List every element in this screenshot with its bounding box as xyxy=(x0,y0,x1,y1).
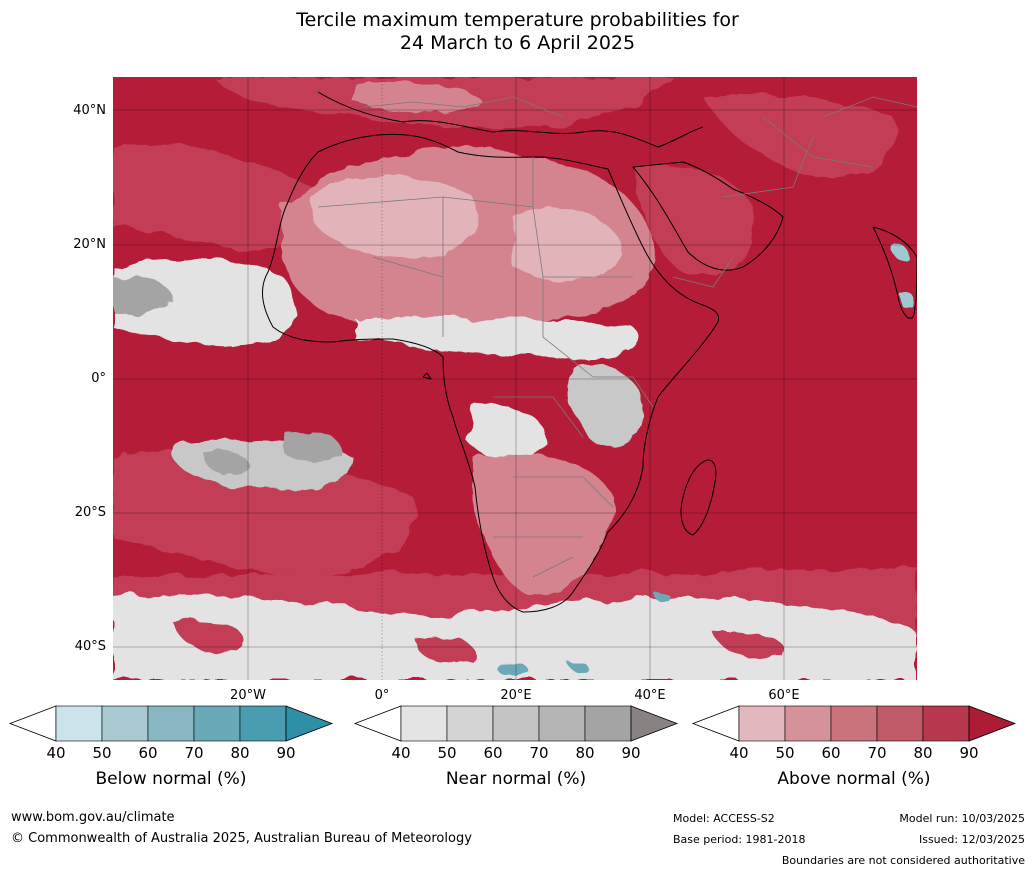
arabia-region xyxy=(633,163,755,277)
colorbar-swatch xyxy=(784,705,832,742)
lon-label-20w: 20°W xyxy=(230,688,266,703)
colorbar-extend-high xyxy=(630,705,679,742)
footer-base-period: Base period: 1981-2018 xyxy=(673,833,806,846)
footer-model-run: Model run: 10/03/2025 xyxy=(899,812,1025,825)
colorbar-extend-low xyxy=(8,705,57,742)
colorbar-label: Near normal (%) xyxy=(445,769,587,789)
colorbar-tick: 50 xyxy=(775,744,795,762)
colorbar-swatch xyxy=(400,705,448,742)
colorbar-tick: 60 xyxy=(483,744,503,762)
near-normal-band-sahel xyxy=(353,317,640,360)
colorbar-swatch xyxy=(876,705,924,742)
near-normal-east-africa xyxy=(568,364,643,448)
near-normal-dark-south-atlantic xyxy=(203,450,249,476)
colorbar-tick: 50 xyxy=(437,744,457,762)
colorbar-swatch xyxy=(55,705,103,742)
colorbar-swatch xyxy=(584,705,632,742)
southern-africa-region xyxy=(473,453,613,597)
below-normal-india xyxy=(893,245,914,309)
lat-label-20s: 20°S xyxy=(74,505,106,520)
near-normal-west-africa xyxy=(113,260,297,347)
colorbar-tick: 70 xyxy=(529,744,549,762)
footer-issued: Issued: 12/03/2025 xyxy=(918,833,1025,846)
country-borders xyxy=(317,96,917,578)
lon-label-60e: 60°E xyxy=(768,688,800,703)
colorbar-swatch xyxy=(101,705,149,742)
europe-coastline xyxy=(317,91,704,148)
title-line-2: 24 March to 6 April 2025 xyxy=(399,32,636,54)
colorbar-tick: 80 xyxy=(230,744,250,762)
madagascar-coastline xyxy=(680,459,717,536)
colorbar-extend-low xyxy=(691,705,740,742)
colorbar-tick: 90 xyxy=(621,744,641,762)
colorbar-tick: 70 xyxy=(867,744,887,762)
graticule xyxy=(113,77,917,680)
colorbar-tick: 40 xyxy=(46,744,66,762)
colorbar-tick: 40 xyxy=(729,744,749,762)
colorbar-label: Above normal (%) xyxy=(777,769,931,789)
colorbar-tick: 60 xyxy=(138,744,158,762)
lon-label-0: 0° xyxy=(374,688,390,703)
colorbar-near-normal-swatches xyxy=(353,705,679,742)
below-normal-southern-ocean xyxy=(493,591,671,675)
arabia-coastline xyxy=(632,161,784,271)
title-line-1: Tercile maximum temperature probabilitie… xyxy=(296,9,739,31)
colorbar-swatch xyxy=(446,705,494,742)
warm-region-south-atlantic xyxy=(113,449,417,577)
lat-label-40s: 40°S xyxy=(74,639,106,654)
africa-coastline xyxy=(262,133,720,613)
colorbar-tick: 90 xyxy=(276,744,296,762)
near-normal-central-africa xyxy=(468,404,545,460)
colorbar-swatch xyxy=(193,705,241,742)
sahara-light-region xyxy=(311,176,478,259)
colorbar-swatch xyxy=(830,705,878,742)
near-normal-southern-ocean xyxy=(113,594,917,680)
colorbar-above-normal-swatches xyxy=(691,705,1017,742)
colorbar-extend-high xyxy=(968,705,1017,742)
colorbar-near-normal: 40 50 60 70 80 90 Near normal (%) xyxy=(353,705,679,789)
colorbar-swatch xyxy=(239,705,287,742)
near-normal-dark-west xyxy=(113,275,173,315)
lat-label-40n: 40°N xyxy=(73,103,106,118)
lat-label-20n: 20°N xyxy=(73,237,106,252)
colorbar-below-normal-swatches xyxy=(8,705,334,742)
middle-east-region xyxy=(703,93,895,177)
colorbar-extend-high xyxy=(285,705,334,742)
footer-model: Model: ACCESS-S2 xyxy=(673,812,775,825)
footer-copyright: © Commonwealth of Australia 2025, Austra… xyxy=(11,831,472,846)
colorbar-tick: 80 xyxy=(913,744,933,762)
colorbar-swatch xyxy=(922,705,970,742)
lat-label-equator: 0° xyxy=(91,371,106,386)
gulf-of-guinea-islands xyxy=(422,372,432,380)
colorbar-below-normal: 40 50 60 70 80 90 Below normal (%) xyxy=(8,705,334,789)
colorbar-swatch xyxy=(147,705,195,742)
colorbar-swatch xyxy=(738,705,786,742)
colorbar-tick: 80 xyxy=(575,744,595,762)
colorbar-tick: 60 xyxy=(821,744,841,762)
colorbar-tick: 70 xyxy=(184,744,204,762)
coastlines xyxy=(262,91,917,613)
footer-website: www.bom.gov.au/climate xyxy=(11,810,175,825)
colorbar-extend-low xyxy=(353,705,402,742)
colorbar-above-normal: 40 50 60 70 80 90 Above normal (%) xyxy=(691,705,1017,789)
colorbar-label: Below normal (%) xyxy=(95,769,247,789)
colorbar-tick: 90 xyxy=(959,744,979,762)
sahara-light-region-east xyxy=(513,209,623,281)
colorbar-tick: 40 xyxy=(391,744,411,762)
warm-region-north-atlantic xyxy=(113,144,315,252)
colorbar-tick: 50 xyxy=(92,744,112,762)
colorbar-swatch xyxy=(492,705,540,742)
footer-disclaimer: Boundaries are not considered authoritat… xyxy=(781,854,1025,867)
colorbar-swatch xyxy=(538,705,586,742)
near-normal-south-atlantic-east xyxy=(283,430,343,464)
probability-map xyxy=(113,77,917,680)
lon-label-20e: 20°E xyxy=(500,688,532,703)
india-coastline xyxy=(872,226,917,319)
lon-label-40e: 40°E xyxy=(634,688,666,703)
chart-title: Tercile maximum temperature probabilitie… xyxy=(0,9,1035,55)
